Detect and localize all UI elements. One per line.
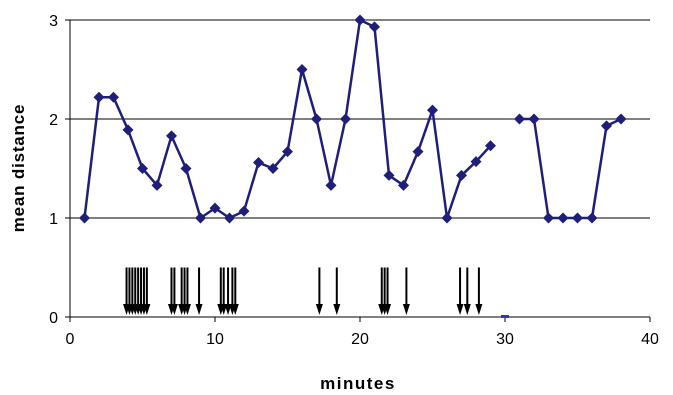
axes: [65, 19, 651, 322]
event-arrow-head: [456, 304, 464, 315]
event-arrow-head: [463, 304, 471, 315]
data-point: [253, 157, 264, 169]
data-point: [601, 120, 612, 132]
data-point: [79, 212, 90, 224]
data-point: [282, 146, 293, 158]
data-point: [441, 212, 453, 224]
x-tick-label: 10: [206, 331, 224, 348]
event-arrow-head: [475, 304, 483, 315]
data-point: [369, 21, 380, 33]
event-arrow: [143, 267, 151, 315]
event-arrow-head: [195, 304, 203, 315]
data-point: [93, 91, 105, 103]
event-arrow: [333, 267, 341, 315]
event-arrow-head: [315, 304, 323, 315]
event-arrow: [183, 267, 191, 315]
x-tick-label: 20: [351, 331, 369, 348]
data-point: [108, 91, 119, 103]
x-tick-label: 40: [641, 331, 659, 348]
event-arrow: [463, 267, 471, 315]
event-arrow-head: [384, 304, 392, 315]
y-tick-label: 2: [49, 112, 58, 129]
event-arrow-head: [183, 304, 191, 315]
y-axis-title: mean distance: [9, 104, 28, 233]
data-point: [485, 140, 496, 152]
event-arrow-head: [231, 304, 239, 315]
data-point: [412, 146, 424, 158]
x-axis-title: minutes: [320, 374, 396, 393]
data-point: [180, 163, 192, 174]
y-tick-label: 0: [49, 310, 58, 327]
y-tick-label: 3: [49, 13, 58, 30]
event-arrow: [456, 267, 464, 315]
data-point: [383, 169, 395, 181]
data-point: [166, 130, 177, 142]
data-point: [528, 113, 540, 125]
series-line: [519, 117, 622, 220]
data-point: [137, 163, 148, 174]
event-arrow: [195, 267, 203, 315]
data-point: [543, 212, 554, 224]
data-point: [122, 124, 134, 136]
event-arrow-head: [170, 304, 178, 315]
x-tick-label: 0: [66, 331, 75, 348]
data-point: [311, 113, 322, 125]
data-point: [470, 156, 482, 168]
y-tick-label: 1: [49, 211, 58, 228]
x-tick-label: 30: [496, 331, 514, 348]
small-marker: [501, 315, 509, 318]
data-point: [427, 104, 438, 116]
event-arrow: [475, 267, 483, 315]
event-arrow: [384, 267, 392, 315]
data-point: [325, 179, 337, 191]
data-point: [586, 212, 598, 224]
event-arrow-head: [402, 304, 410, 315]
axis-titles: minutes mean distance: [9, 104, 396, 393]
data-series: [79, 14, 627, 224]
data-point: [151, 179, 163, 191]
data-point: [296, 64, 308, 75]
data-point: [238, 205, 250, 217]
event-arrow: [231, 267, 239, 315]
data-point: [456, 169, 467, 181]
data-point: [354, 14, 366, 26]
event-arrow-head: [333, 304, 341, 315]
data-point: [195, 212, 206, 224]
event-arrow: [315, 267, 323, 315]
data-point: [557, 212, 569, 224]
data-point: [615, 113, 627, 125]
data-point: [340, 113, 351, 125]
event-markers: [123, 267, 509, 318]
data-point: [514, 113, 525, 125]
event-arrow: [402, 267, 410, 315]
data-point: [572, 212, 583, 224]
data-point: [267, 163, 279, 174]
event-arrow: [170, 267, 178, 315]
data-point: [224, 212, 235, 224]
data-point: [209, 202, 221, 214]
event-arrow-head: [143, 304, 151, 315]
data-point: [398, 179, 409, 191]
